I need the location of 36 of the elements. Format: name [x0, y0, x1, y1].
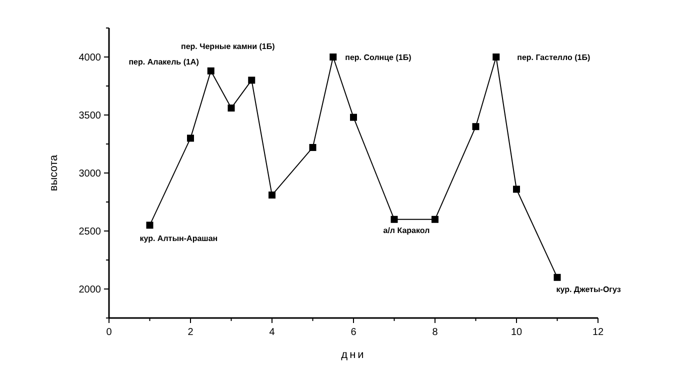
annotation: а/л Каракол	[383, 226, 430, 236]
point	[554, 274, 561, 281]
annotation: пер. Солнце (1Б)	[345, 52, 412, 62]
y-tick-label: 2500	[78, 226, 102, 238]
y-tick-label: 3000	[78, 168, 102, 180]
point	[330, 54, 337, 60]
x-tick-label: 12	[592, 327, 604, 338]
x-tick-label: 0	[106, 327, 112, 338]
x-axis-title: дни	[341, 349, 366, 361]
point	[187, 134, 194, 142]
x-tick-label: 4	[269, 327, 276, 338]
y-axis-title: высота	[48, 154, 60, 192]
y-tick-label: 3500	[78, 110, 102, 122]
point	[492, 54, 500, 60]
point	[268, 192, 276, 199]
point	[350, 114, 357, 121]
x-tick-label: 2	[188, 327, 194, 338]
point	[513, 186, 520, 193]
x-tick-label: 6	[350, 327, 357, 338]
point	[309, 144, 316, 151]
point	[207, 67, 214, 74]
point	[248, 76, 256, 84]
point	[228, 104, 235, 112]
annotation: пер. Черные камни (1Б)	[181, 42, 276, 51]
annotation: пер. Гастелло (1Б)	[517, 52, 590, 62]
point	[390, 216, 398, 223]
annotation: пер. Алакель (1А)	[128, 58, 200, 67]
point	[146, 222, 154, 229]
y-tick-label: 4000	[78, 52, 102, 64]
point	[432, 216, 438, 223]
annotation: кур. Джеты-Огуз	[556, 285, 621, 294]
y-tick-label: 2000	[78, 284, 102, 296]
point	[472, 123, 480, 130]
x-tick-label: 10	[510, 327, 522, 338]
annotation: кур. Алтын-Арашан	[140, 234, 218, 243]
x-tick-label: 8	[432, 327, 438, 338]
